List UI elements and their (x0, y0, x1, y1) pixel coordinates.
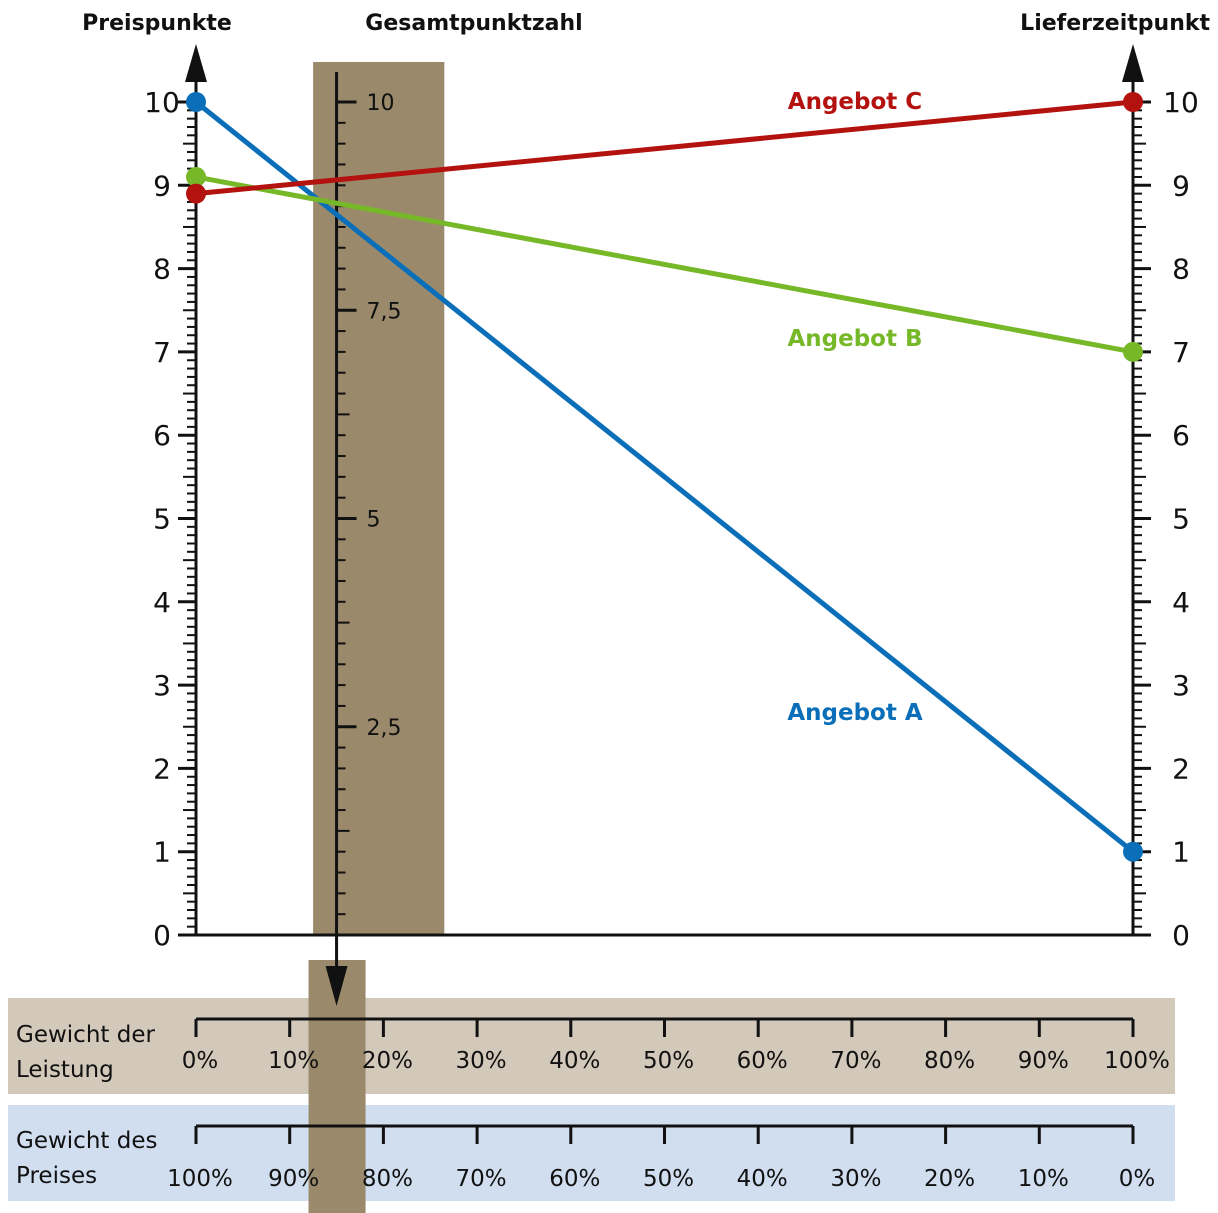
price-weight-tick-label: 50% (643, 1166, 694, 1192)
performance-weight-tick-label: 30% (456, 1048, 507, 1074)
right-axis-tick-label: 7 (1172, 336, 1190, 369)
series-line-a (194, 100, 1135, 854)
total-axis-tick-label: 2,5 (367, 716, 402, 741)
right-axis-tick-label: 0 (1172, 919, 1190, 952)
right-axis-tick-label: 5 (1172, 503, 1190, 536)
price-weight-tick-label: 40% (737, 1166, 788, 1192)
performance-weight-title-line1: Gewicht der (16, 1022, 155, 1048)
price-weight-tick-label: 30% (830, 1166, 881, 1192)
right-axis-tick-label: 3 (1172, 669, 1190, 702)
series-point-c-delivery (1123, 92, 1143, 112)
performance-weight-tick-label: 100% (1104, 1048, 1170, 1074)
right-axis-tick-label: 2 (1172, 752, 1190, 785)
total-axis-title: Gesamtpunktzahl (365, 11, 582, 36)
right-axis-tick-label: 10 (1163, 86, 1199, 119)
left-axis-tick-label: 9 (153, 169, 171, 202)
right-axis-title: Lieferzeitpunkt (1020, 11, 1210, 36)
performance-weight-tick-label: 80% (924, 1048, 975, 1074)
series-label-b: Angebot B (787, 326, 922, 352)
left-axis-title: Preispunkte (82, 11, 232, 36)
series-line-b (195, 174, 1134, 355)
performance-weight-tick-label: 40% (549, 1048, 600, 1074)
series-point-b-price (186, 166, 206, 187)
price-weight-tick-label: 10% (1018, 1166, 1069, 1192)
left-axis-tick-label: 8 (153, 253, 171, 286)
performance-weight-tick-label: 70% (830, 1048, 881, 1074)
left-axis-tick-label: 5 (153, 503, 171, 536)
total-axis-tick-label: 10 (367, 91, 395, 116)
performance-weight-tick-label: 90% (1018, 1048, 1069, 1074)
left-axis-tick-label: 2 (153, 752, 171, 785)
right-axis-tick-label: 4 (1172, 586, 1190, 619)
right-axis-tick-label: 8 (1172, 253, 1190, 286)
total-axis-tick-label: 5 (367, 508, 381, 533)
series-point-c-price (186, 183, 206, 204)
series-label-c: Angebot C (788, 89, 922, 115)
performance-weight-tick-label: 50% (643, 1048, 694, 1074)
performance-weight-tick-label: 10% (268, 1048, 319, 1074)
performance-weight-band (8, 998, 1175, 1094)
performance-weight-title-line2: Leistung (16, 1057, 114, 1083)
price-weight-tick-label: 70% (456, 1166, 507, 1192)
performance-weight-tick-label: 60% (737, 1048, 788, 1074)
left-axis-tick-label: 1 (153, 836, 171, 869)
total-score-band (313, 62, 445, 935)
left-axis-tick-label: 3 (153, 669, 171, 702)
series-line-c (195, 99, 1134, 197)
total-axis-tick-label: 7,5 (367, 299, 402, 324)
right-axis-tick-label: 9 (1172, 169, 1190, 202)
right-axis-tick-label: 6 (1172, 419, 1190, 452)
left-axis-tick-label: 7 (153, 336, 171, 369)
left-axis-tick-label: 10 (144, 86, 180, 119)
performance-weight-tick-label: 0% (182, 1048, 219, 1074)
left-axis-tick-label: 0 (153, 919, 171, 952)
price-weight-band (8, 1105, 1175, 1201)
performance-weight-tick-label: 20% (362, 1048, 413, 1074)
price-weight-tick-label: 0% (1119, 1166, 1156, 1192)
total-axis-arrow (325, 966, 348, 1006)
left-axis-tick-label: 6 (153, 419, 171, 452)
series-point-b-delivery (1123, 341, 1143, 362)
right-axis-arrow (1122, 44, 1144, 82)
right-axis-tick-label: 1 (1172, 836, 1190, 869)
price-weight-tick-label: 100% (167, 1166, 233, 1192)
series-point-a-price (186, 92, 206, 112)
price-weight-title-line1: Gewicht des (16, 1128, 157, 1154)
price-weight-title-line2: Preises (16, 1163, 97, 1189)
price-weight-tick-label: 80% (362, 1166, 413, 1192)
price-weight-tick-label: 60% (549, 1166, 600, 1192)
series-point-a-delivery (1123, 841, 1143, 862)
series-label-a: Angebot A (787, 700, 923, 726)
price-weight-tick-label: 90% (268, 1166, 319, 1192)
left-axis-tick-label: 4 (153, 586, 171, 619)
price-weight-tick-label: 20% (924, 1166, 975, 1192)
left-axis-arrow (185, 44, 207, 82)
